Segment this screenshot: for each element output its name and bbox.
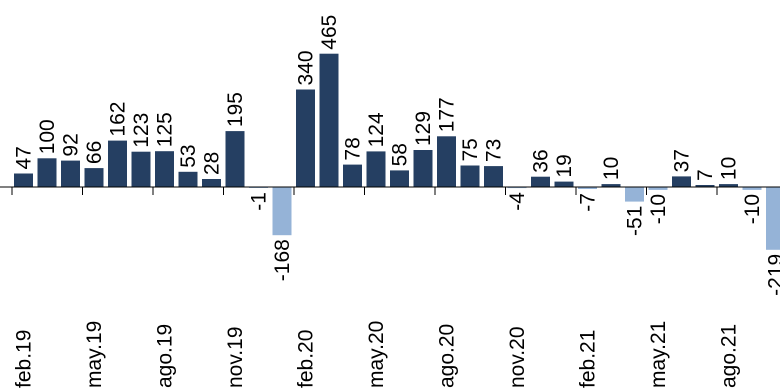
- bar-may.21: [648, 187, 668, 190]
- value-label-may.21: -10: [647, 194, 670, 224]
- x-tick-label: ago.20: [436, 324, 459, 388]
- value-label-nov.19: 195: [224, 92, 247, 127]
- bar-abr.19: [61, 160, 80, 187]
- bars-layer: [14, 53, 780, 250]
- bar-abr.21: [625, 187, 644, 202]
- x-tick-label: may.20: [365, 321, 388, 388]
- value-label-ene.20: -168: [271, 239, 294, 281]
- bar-ago.19: [155, 151, 174, 187]
- x-tick-label: feb.19: [13, 330, 36, 388]
- value-label-sep.19: 53: [177, 144, 200, 167]
- bar-ago.21: [719, 184, 738, 187]
- bar-abr.20: [343, 164, 362, 187]
- bar-sep.21: [742, 187, 762, 190]
- bar-nov.20: [507, 187, 527, 189]
- value-label-oct.21: -219: [765, 254, 780, 296]
- x-tick-label: feb.21: [577, 330, 600, 388]
- bar-feb.20: [296, 89, 315, 187]
- bar-oct.19: [202, 179, 221, 187]
- value-label-abr.19: 92: [60, 133, 83, 156]
- bar-mar.19: [37, 158, 57, 187]
- value-label-jul.19: 123: [130, 113, 153, 148]
- bar-feb.21: [578, 187, 597, 189]
- bar-sep.19: [178, 171, 198, 187]
- x-tick-label: nov.19: [224, 327, 247, 389]
- bar-nov.19: [225, 131, 245, 187]
- value-label-oct.19: 28: [201, 152, 224, 175]
- value-label-dic.19: -1: [248, 192, 271, 211]
- value-label-ago.21: 10: [718, 157, 741, 180]
- bar-jul.20: [413, 150, 433, 187]
- value-label-abr.21: -51: [624, 206, 647, 236]
- value-label-feb.21: -7: [577, 193, 600, 212]
- bar-sep.20: [460, 165, 480, 187]
- x-tick-label: ago.21: [718, 324, 741, 388]
- bar-may.19: [84, 168, 104, 187]
- value-label-ene.21: 19: [553, 154, 576, 177]
- bar-mar.20: [319, 53, 339, 188]
- value-label-ago.20: 177: [436, 97, 459, 132]
- value-label-mar.21: 10: [600, 157, 623, 180]
- value-label-abr.20: 78: [342, 137, 365, 160]
- value-label-mar.20: 465: [318, 15, 341, 50]
- value-label-jul.21: 7: [694, 169, 717, 181]
- bar-ago.20: [437, 136, 456, 187]
- value-label-feb.19: 47: [13, 146, 36, 169]
- x-tick-label: may.21: [647, 321, 670, 388]
- bar-oct.20: [484, 166, 503, 187]
- value-label-sep.21: -10: [741, 194, 764, 224]
- value-label-may.19: 66: [83, 141, 106, 164]
- bar-oct.21: [766, 187, 780, 250]
- bar-jun.21: [672, 176, 691, 187]
- value-label-jun.20: 58: [389, 143, 412, 166]
- value-label-ago.19: 125: [154, 112, 177, 147]
- value-label-jun.21: 37: [671, 149, 694, 172]
- bar-mar.21: [601, 184, 621, 187]
- bar-feb.19: [14, 173, 33, 187]
- x-axis-labels-layer: feb.19 may.19 ago.19 nov.19 feb.20 may.20 ago.…: [13, 321, 741, 388]
- bar-jun.20: [390, 170, 409, 187]
- x-tick-label: nov.20: [506, 327, 529, 389]
- value-label-nov.20: -4: [506, 192, 529, 211]
- bar-may.20: [366, 151, 386, 187]
- bar-jun.19: [108, 140, 127, 187]
- bar-jul.19: [131, 151, 151, 187]
- bar-ene.20: [272, 187, 292, 236]
- value-label-sep.20: 75: [459, 138, 482, 161]
- bar-dic.20: [531, 176, 550, 187]
- value-label-oct.20: 73: [483, 139, 506, 162]
- value-label-mar.19: 100: [36, 119, 59, 154]
- value-label-may.20: 124: [365, 112, 388, 147]
- x-axis-ticks: [11, 187, 718, 195]
- value-label-dic.20: 36: [530, 149, 553, 172]
- x-tick-label: feb.20: [295, 330, 318, 388]
- value-label-jul.20: 129: [412, 111, 435, 146]
- x-tick-label: ago.19: [154, 324, 177, 388]
- bar-ene.21: [554, 181, 574, 187]
- bar-jul.21: [695, 185, 715, 187]
- value-label-feb.20: 340: [295, 50, 318, 85]
- x-tick-label: may.19: [83, 321, 106, 388]
- value-label-jun.19: 162: [107, 102, 130, 137]
